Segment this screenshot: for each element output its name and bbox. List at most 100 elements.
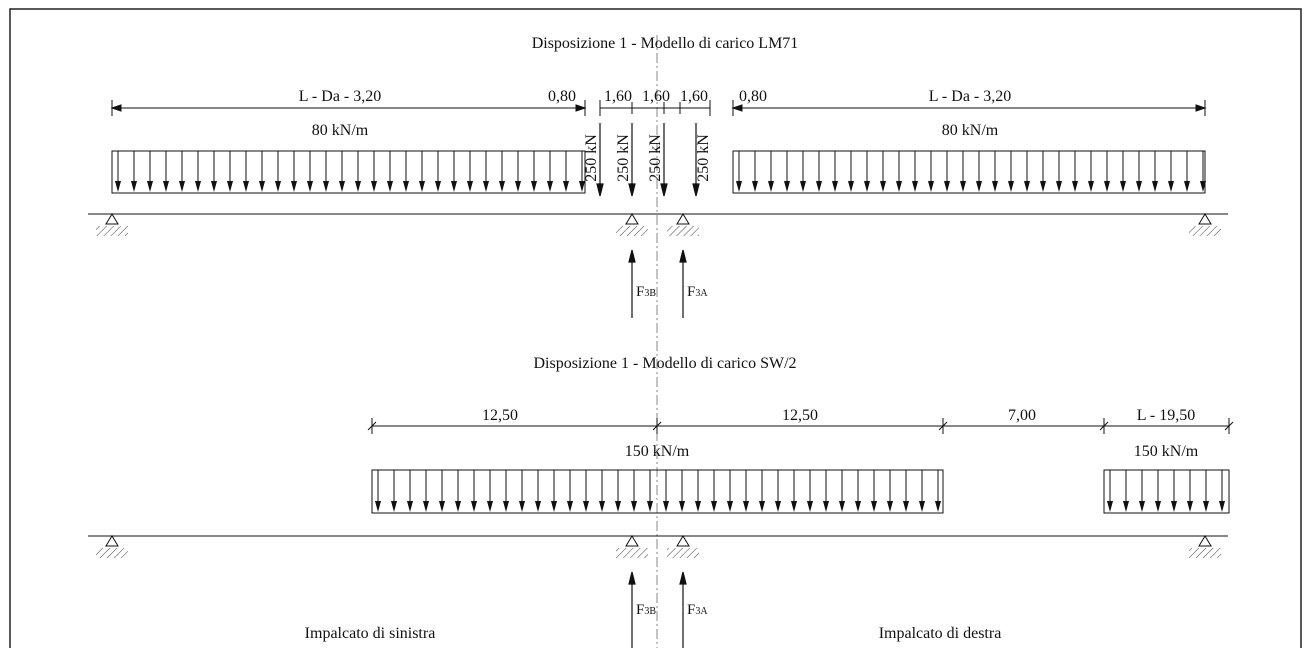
lm71-load-right-arrow <box>1008 151 1014 192</box>
lm71-load-left-arrow <box>387 151 393 192</box>
lm71-load-right-arrow <box>1072 151 1078 192</box>
sw2-load-right-arrow <box>1171 470 1177 512</box>
sw2-dim-2: 12,50 <box>782 407 818 424</box>
sw2-support-b <box>616 535 648 558</box>
lm71-load-left-arrow <box>339 151 345 192</box>
lm71-load-right-arrow <box>1168 151 1174 192</box>
lm71-support-left-end <box>96 213 128 236</box>
lm71-load-right-arrow <box>992 151 998 192</box>
lm71-load-left-arrow <box>403 151 409 192</box>
lm71-load-left-arrow <box>211 151 217 192</box>
sw2-title: Disposizione 1 - Modello di carico SW/2 <box>533 355 796 372</box>
sw2-load-main-arrow <box>439 470 445 512</box>
sw2-load-main-arrow <box>839 470 845 512</box>
lm71-load-left-arrow <box>451 151 457 192</box>
sw2-load-main-arrow <box>471 470 477 512</box>
lm71-load-left-arrow <box>115 151 121 192</box>
sw2-load-main-arrow <box>583 470 589 512</box>
sw2-load-main-arrow <box>855 470 861 512</box>
sw2-load-main-arrow <box>935 470 941 512</box>
sw2-load-main-arrow <box>679 470 685 512</box>
sw2-distributed-load-right <box>1103 469 1230 514</box>
sw2-load-right-arrow <box>1187 470 1193 512</box>
sw2-load-main-arrow <box>391 470 397 512</box>
sw2-dim-3: 7,00 <box>1008 407 1036 424</box>
lm71-dimension-line <box>110 100 1207 116</box>
lm71-load-left-arrow <box>259 151 265 192</box>
lm71-load-left-arrow <box>179 151 185 192</box>
lm71-dim-right-gap: 0,80 <box>739 88 767 105</box>
lm71-load-right-arrow <box>976 151 982 192</box>
lm71-reaction-arrows <box>628 249 687 318</box>
lm71-axle-arrows <box>596 123 700 197</box>
sw2-load-main-arrow <box>887 470 893 512</box>
lm71-support-a <box>667 213 699 236</box>
lm71-load-right-arrow <box>832 151 838 192</box>
sw2-load-main-arrow <box>919 470 925 512</box>
lm71-dim-right: L - Da - 3,20 <box>929 88 1012 105</box>
lm71-load-right-arrow <box>1120 151 1126 192</box>
lm71-axle-load-3: 250 kN <box>647 134 664 182</box>
lm71-load-right-arrow <box>1040 151 1046 192</box>
lm71-load-left-label: 80 kN/m <box>312 122 369 139</box>
lm71-load-right-arrow <box>736 151 742 192</box>
lm71-load-right-arrow <box>784 151 790 192</box>
lm71-load-left-arrow <box>547 151 553 192</box>
lm71-load-right-arrow <box>928 151 934 192</box>
sw2-load-right-arrow <box>1139 470 1145 512</box>
lm71-dim-axle-1: 1,60 <box>604 88 632 105</box>
lm71-dim-axle-3: 1,60 <box>680 88 708 105</box>
sw2-load-right-arrow <box>1219 470 1225 512</box>
sw2-support-left-end <box>96 535 128 558</box>
lm71-load-left-arrow <box>195 151 201 192</box>
lm71-axle-load-4: 250 kN <box>695 134 712 182</box>
sw2-load-main-arrow <box>775 470 781 512</box>
drawing-frame <box>9 8 1302 648</box>
sw2-load-main-arrow <box>871 470 877 512</box>
sw2-load-right-arrow <box>1203 470 1209 512</box>
lm71-reaction-a: F3A <box>687 284 708 300</box>
lm71-load-right-arrow <box>1104 151 1110 192</box>
lm71-load-left-arrow <box>291 151 297 192</box>
lm71-load-left-arrow <box>419 151 425 192</box>
sw2-load-main-arrow <box>727 470 733 512</box>
lm71-load-right-arrow <box>1136 151 1142 192</box>
sw2-load-main-arrow <box>535 470 541 512</box>
sw2-load-main-arrow <box>455 470 461 512</box>
sw2-load-main-arrow <box>743 470 749 512</box>
lm71-load-right-arrow <box>768 151 774 192</box>
lm71-load-right-arrow <box>1056 151 1062 192</box>
lm71-load-left-arrow <box>131 151 137 192</box>
lm71-load-right-arrow <box>880 151 886 192</box>
lm71-dim-left-gap: 0,80 <box>548 88 576 105</box>
sw2-load-main-arrow <box>807 470 813 512</box>
deck-left-label: Impalcato di sinistra <box>305 625 436 642</box>
lm71-load-left-arrow <box>147 151 153 192</box>
lm71-load-left-arrow <box>435 151 441 192</box>
lm71-load-left-arrow <box>323 151 329 192</box>
sw2-load-main-arrow <box>695 470 701 512</box>
sw2-dim-4: L - 19,50 <box>1137 407 1196 424</box>
sw2-reaction-a: F3A <box>687 602 708 618</box>
lm71-load-left-arrow <box>163 151 169 192</box>
lm71-load-right-arrow <box>800 151 806 192</box>
sw2-load-main-arrow <box>791 470 797 512</box>
sw2-support-right-end <box>1189 535 1221 558</box>
lm71-title: Disposizione 1 - Modello di carico LM71 <box>532 35 799 52</box>
sw2-distributed-load-main <box>371 469 944 514</box>
lm71-load-right-arrow <box>816 151 822 192</box>
lm71-axle-load-2: 250 kN <box>615 134 632 182</box>
sw2-load-right-arrow <box>1107 470 1113 512</box>
sw2-reaction-arrows <box>628 571 687 648</box>
lm71-load-right-arrow <box>896 151 902 192</box>
lm71-load-right-arrow <box>944 151 950 192</box>
sw2-load-main-label: 150 kN/m <box>625 443 690 460</box>
sw2-load-main-arrow <box>823 470 829 512</box>
lm71-load-left-arrows <box>115 151 585 192</box>
lm71-load-right-arrow <box>1088 151 1094 192</box>
lm71-distributed-load-right <box>732 150 1206 194</box>
sw2-load-main-arrows <box>375 470 941 512</box>
sw2-load-main-arrow <box>615 470 621 512</box>
sw2-load-main-arrow <box>567 470 573 512</box>
